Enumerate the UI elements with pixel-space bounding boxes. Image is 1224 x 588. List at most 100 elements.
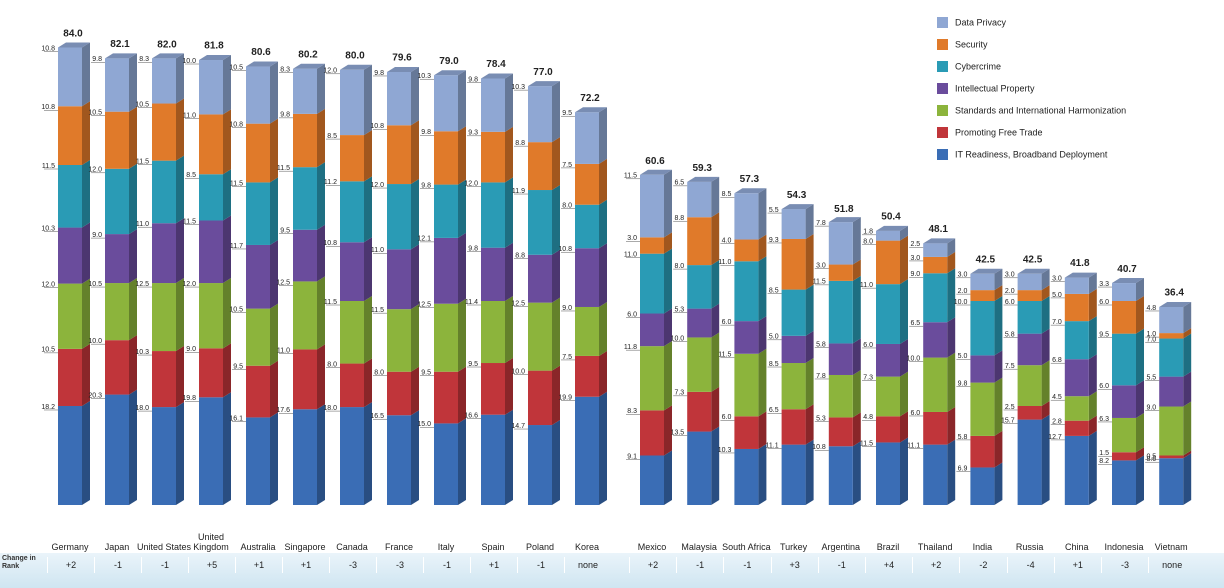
- segment-label: 5.0: [769, 334, 779, 341]
- segment-label: 10.0: [88, 338, 102, 345]
- total-label: 48.1: [928, 224, 948, 235]
- segment-label: 7.0: [1052, 319, 1062, 326]
- bar-segment: [152, 160, 176, 224]
- segment-label: 10.8: [558, 246, 572, 253]
- segment-label: 6.0: [910, 410, 920, 417]
- bar-side: [223, 169, 231, 221]
- rank-change: -1: [676, 557, 723, 573]
- rank-change: +4: [865, 557, 912, 573]
- segment-label: 9.3: [769, 237, 779, 244]
- bar-segment: [1112, 452, 1136, 461]
- segment-label: 5.0: [958, 353, 968, 360]
- total-label: 36.4: [1164, 288, 1184, 299]
- bar-segment: [293, 167, 317, 230]
- category-label: Vietnam: [1154, 542, 1188, 552]
- bar-segment: [1112, 333, 1136, 386]
- segment-label: 6.0: [1005, 299, 1015, 306]
- bar-side: [852, 369, 861, 418]
- segment-label: 6.0: [1099, 383, 1109, 390]
- bar-segment: [1064, 420, 1089, 436]
- bar-side: [994, 268, 1003, 291]
- bar-segment: [1112, 417, 1136, 453]
- segment-label: 6.3: [1099, 416, 1109, 423]
- bar-side: [900, 338, 908, 377]
- segment-label: 7.3: [863, 374, 873, 381]
- segment-label: 9.3: [468, 130, 478, 137]
- bar-side: [852, 338, 861, 375]
- segment-label: 7.5: [1005, 363, 1015, 370]
- bar-segment: [246, 244, 270, 309]
- bar-side: [1041, 414, 1050, 505]
- bar-segment: [575, 163, 599, 205]
- bar-side: [505, 296, 513, 364]
- segment-label: 8.5: [327, 133, 337, 140]
- bar-side: [223, 55, 231, 115]
- bar-side: [758, 234, 767, 262]
- bar-segment: [293, 281, 317, 350]
- bar-segment: [434, 371, 458, 424]
- legend-label: IT Readiness, Broadband Deployment: [955, 149, 1108, 159]
- bar-segment: [781, 209, 806, 239]
- segment-label: 12.0: [323, 68, 337, 75]
- bar-side: [505, 409, 513, 505]
- total-label: 84.0: [63, 29, 83, 40]
- bar-segment: [293, 349, 317, 410]
- bar-side: [758, 188, 767, 240]
- segment-label: 11.5: [624, 173, 637, 180]
- segment-label: 11.5: [183, 218, 196, 225]
- segment-label: 6.5: [674, 180, 684, 187]
- bar-segment: [293, 409, 317, 505]
- bar-top: [687, 176, 720, 182]
- segment-label: 9.1: [627, 453, 637, 460]
- bar-side: [176, 346, 184, 408]
- bar-segment: [1064, 435, 1089, 505]
- bar-side: [223, 343, 231, 398]
- bar-side: [852, 412, 861, 447]
- segment-label: 9.5: [233, 364, 243, 371]
- category-label: India: [972, 542, 993, 552]
- segment-label: 11.5: [860, 440, 873, 447]
- bar-segment: [734, 416, 759, 449]
- segment-label: 11.0: [718, 259, 731, 266]
- bar-side: [176, 402, 184, 505]
- segment-label: 8.5: [769, 361, 779, 368]
- segment-label: 4.8: [863, 414, 873, 421]
- bar-side: [129, 389, 137, 505]
- bar-side: [364, 64, 372, 136]
- bar-segment: [434, 303, 458, 372]
- bar-side: [129, 229, 137, 284]
- segment-label: 10.5: [41, 347, 55, 354]
- bar-segment: [923, 273, 948, 323]
- bar-side: [664, 405, 672, 456]
- segment-label: 10.5: [88, 110, 102, 117]
- bar-side: [505, 126, 513, 183]
- legend-swatch: [937, 61, 948, 72]
- legend-swatch: [937, 127, 948, 138]
- bar-segment: [687, 217, 712, 266]
- segment-label: 8.2: [1099, 458, 1109, 465]
- bar-top: [105, 53, 137, 59]
- segment-label: 11.0: [183, 112, 196, 119]
- bar-top: [152, 53, 184, 59]
- rank-change: -3: [329, 557, 376, 573]
- bar-segment: [923, 444, 948, 505]
- bar-side: [758, 316, 767, 354]
- bar-side: [711, 260, 720, 309]
- rank-change: -1: [94, 557, 141, 573]
- segment-label: 6.5: [910, 320, 920, 327]
- bar-segment: [1064, 396, 1089, 421]
- segment-label: 20.3: [88, 392, 102, 399]
- category-label: United Kingdom: [193, 532, 229, 552]
- bar-side: [505, 177, 513, 248]
- rank-change: -2: [959, 557, 1006, 573]
- bar-side: [1183, 333, 1192, 377]
- bar-side: [411, 120, 419, 185]
- bar-side: [852, 217, 861, 265]
- bar-side: [711, 303, 720, 338]
- rank-change: +2: [47, 557, 94, 573]
- segment-label: 8.8: [515, 140, 525, 147]
- segment-label: 16.6: [464, 413, 478, 420]
- bar-side: [317, 224, 325, 282]
- bar-segment: [1017, 290, 1042, 301]
- bar-segment: [876, 343, 900, 377]
